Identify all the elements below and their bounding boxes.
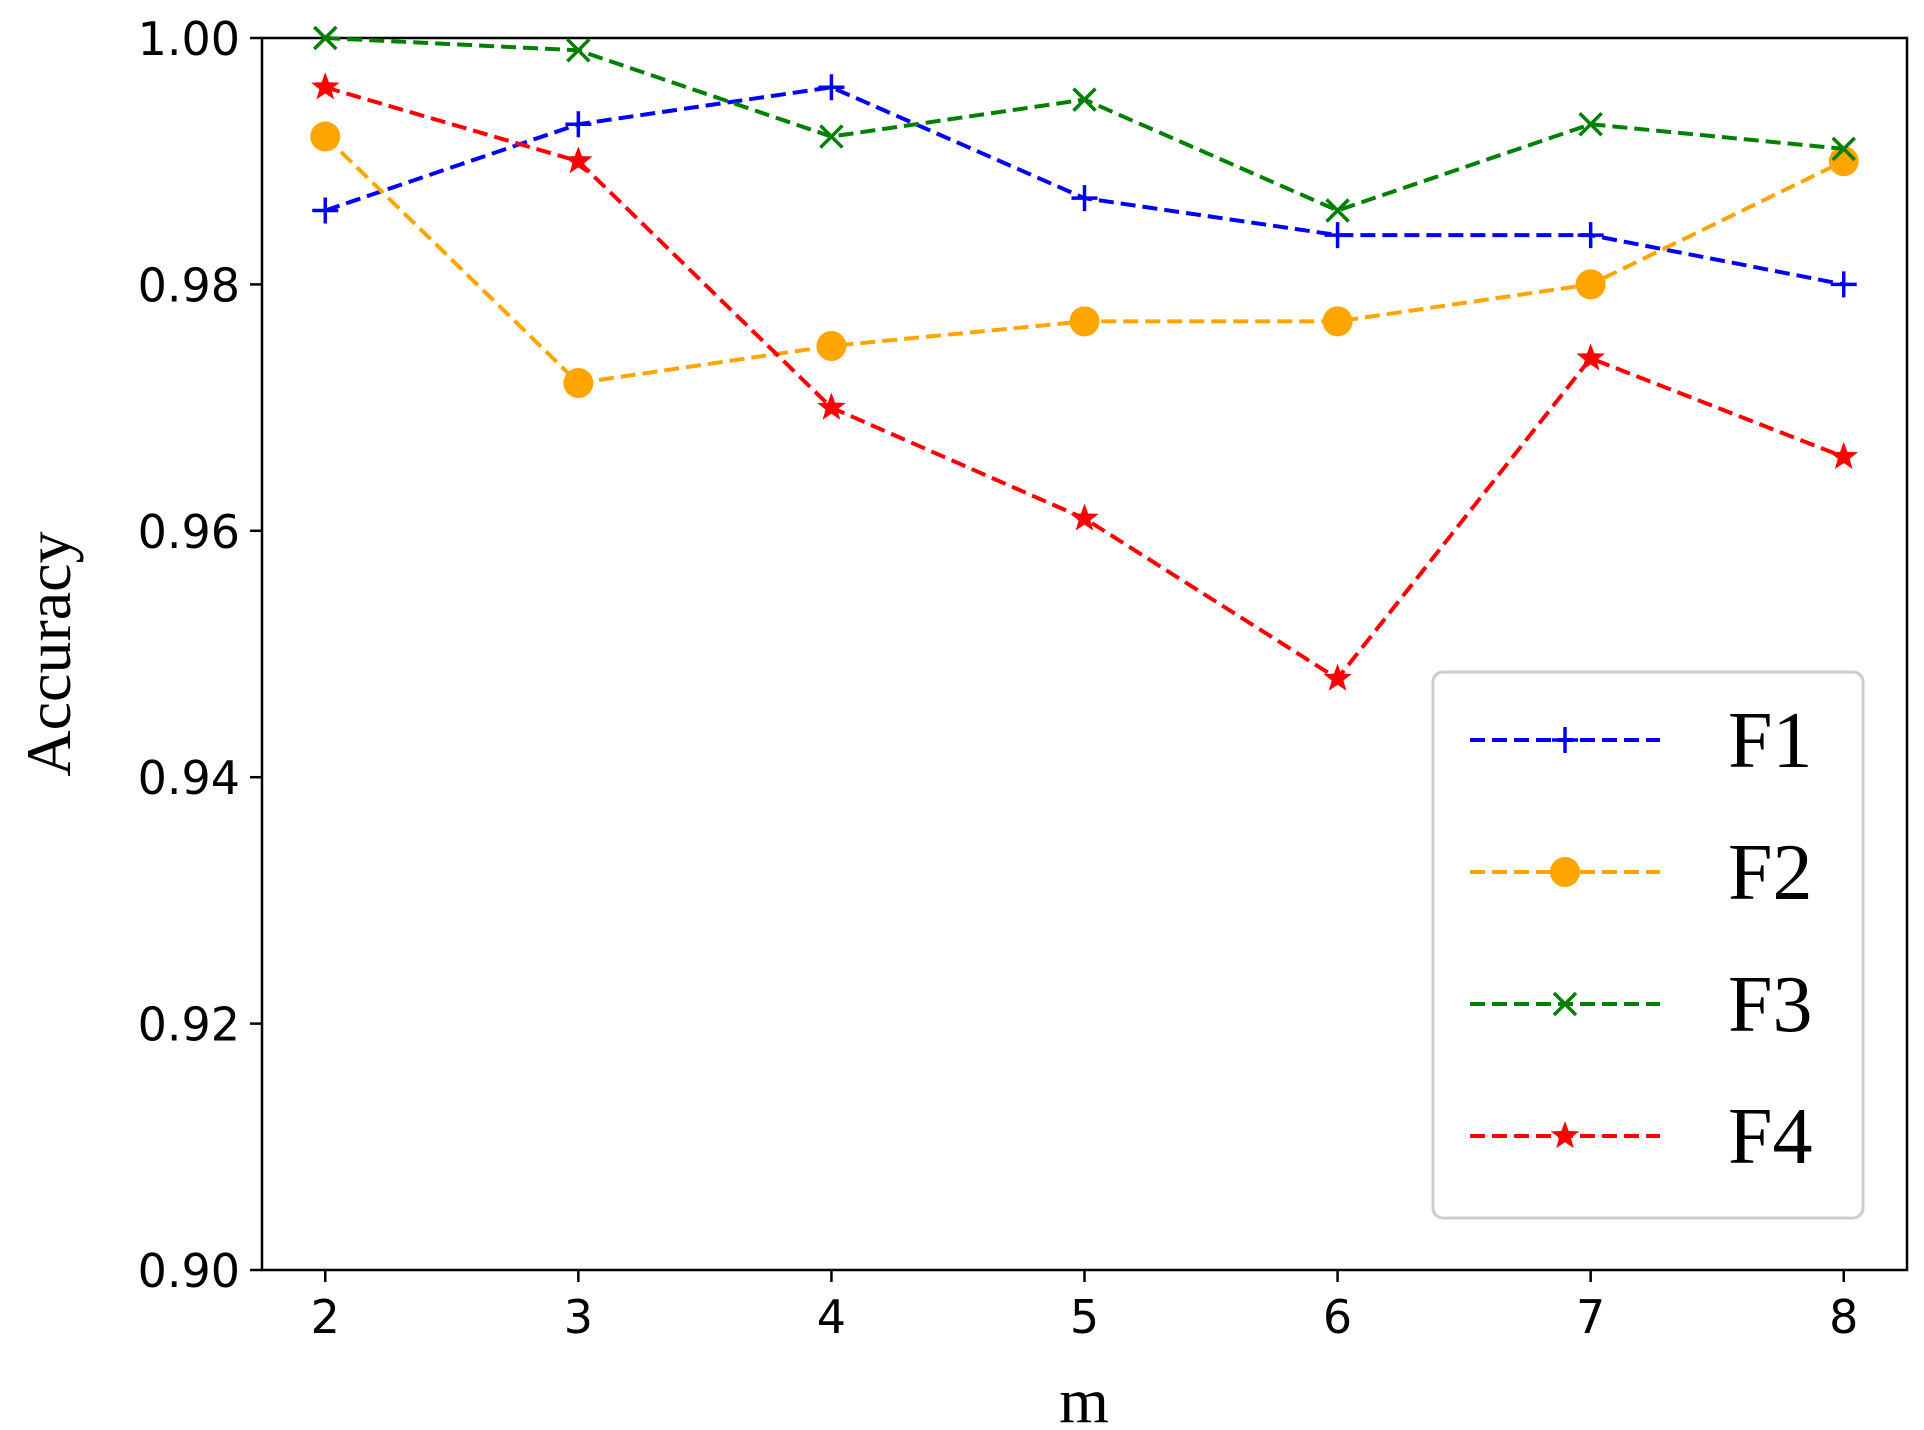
data-point-f2	[310, 121, 341, 152]
x-tick-label: 5	[1070, 1290, 1099, 1344]
legend-box	[1431, 670, 1865, 1220]
data-point-f4	[1576, 343, 1605, 371]
legend-marker-f4	[1550, 1121, 1580, 1149]
x-tick-label: 3	[564, 1290, 593, 1344]
data-point-f1	[312, 197, 339, 224]
data-point-f1	[818, 74, 845, 101]
data-point-f2	[563, 367, 594, 398]
data-point-f4	[564, 146, 593, 174]
data-point-f1	[1324, 222, 1351, 249]
legend-marker-f3	[1552, 991, 1578, 1017]
legend-item-f4: F4	[1470, 1093, 1813, 1181]
data-point-f2	[1069, 306, 1100, 337]
data-point-f3	[1072, 87, 1097, 112]
data-point-f3	[566, 38, 591, 63]
data-point-f2	[1575, 269, 1606, 300]
y-tick-label: 0.96	[138, 505, 240, 559]
legend-marker-f2	[1550, 857, 1580, 887]
y-tick-label: 0.92	[138, 998, 240, 1052]
x-tick-label: 4	[817, 1290, 846, 1344]
data-point-f4	[311, 72, 340, 100]
series-f3	[313, 25, 1856, 223]
legend: F1 F2 F3 F4	[1431, 670, 1865, 1220]
y-axis-title: Accuracy	[13, 531, 84, 776]
legend-label-f2: F2	[1728, 829, 1813, 917]
x-tick-label: 8	[1829, 1290, 1858, 1344]
series-f1	[312, 74, 1857, 298]
data-point-f1	[1830, 271, 1857, 298]
series-layer	[310, 25, 1859, 691]
data-point-f1	[1577, 222, 1604, 249]
series-f4	[311, 72, 1858, 691]
data-point-f3	[1831, 136, 1856, 162]
legend-item-f3: F3	[1470, 961, 1813, 1049]
y-tick-label: 0.98	[138, 258, 240, 312]
x-axis: 2 3 4 5 6 7 8	[311, 1270, 1858, 1344]
data-point-f2	[1828, 146, 1859, 177]
legend-item-f1: F1	[1470, 697, 1813, 785]
data-point-f3	[819, 124, 844, 149]
data-point-f1	[1071, 185, 1098, 212]
data-point-f4	[1323, 663, 1352, 691]
data-point-f3	[1578, 112, 1603, 137]
y-tick-label: 0.90	[138, 1244, 240, 1298]
legend-marker-f1	[1552, 727, 1578, 753]
data-point-f4	[817, 392, 846, 420]
data-point-f1	[565, 111, 592, 138]
data-point-f3	[313, 25, 338, 51]
data-point-f4	[1829, 441, 1858, 470]
x-axis-title: m	[1059, 1365, 1109, 1430]
x-tick-label: 7	[1576, 1290, 1605, 1344]
data-point-f4	[1070, 503, 1099, 531]
y-axis: 0.90 0.92 0.94 0.96 0.98 1.00	[138, 12, 262, 1298]
data-point-f2	[816, 331, 847, 361]
series-f2	[310, 121, 1859, 398]
y-tick-label: 1.00	[138, 12, 240, 66]
legend-label-f1: F1	[1728, 697, 1813, 785]
x-tick-label: 6	[1323, 1290, 1352, 1344]
data-point-f2	[1322, 306, 1353, 337]
legend-item-f2: F2	[1470, 829, 1813, 917]
x-tick-label: 2	[311, 1290, 340, 1344]
data-point-f3	[1325, 198, 1350, 223]
y-tick-label: 0.94	[138, 751, 240, 805]
legend-label-f3: F3	[1728, 961, 1813, 1049]
legend-label-f4: F4	[1728, 1093, 1813, 1181]
